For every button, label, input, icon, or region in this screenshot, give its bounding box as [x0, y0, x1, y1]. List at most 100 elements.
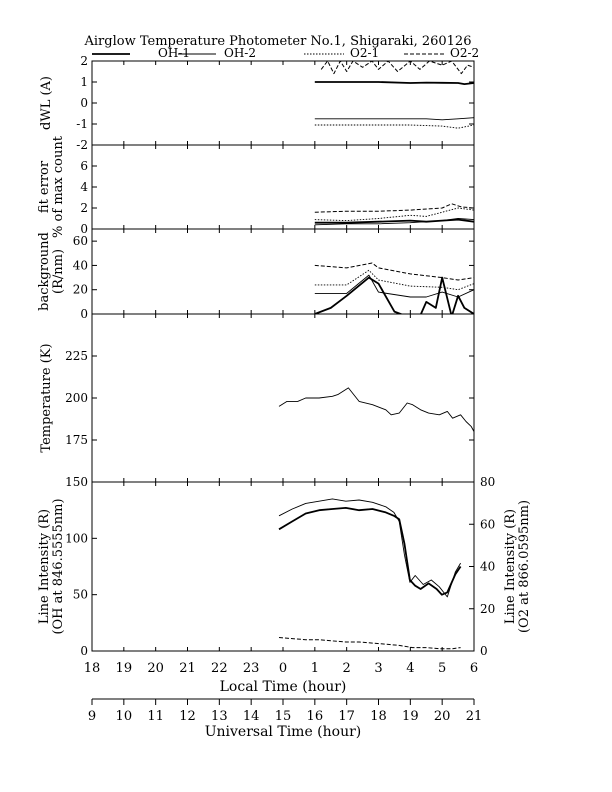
local-tick-label: 6: [470, 661, 478, 676]
ytick-label-line: 100: [65, 531, 88, 545]
series-dwl-o2-1: [314, 124, 474, 129]
panel-temp: 175 200 225 Temperature (K): [39, 313, 475, 483]
ylabel-fiterr: % of max count: [51, 135, 66, 238]
ut-tick-label: 12: [179, 709, 196, 724]
chart-panels: -2 -1 0 1 2 dWL (A) 0 2 4 6 fit error% of max coun…: [37, 54, 532, 658]
panel-fiterr: 0 2 4 6 fit error% of max count: [37, 135, 475, 238]
panel-frame-fiterr: [91, 144, 475, 230]
local-tick-label: 4: [406, 661, 414, 676]
panel-dwl: -2 -1 0 1 2 dWL (A): [39, 54, 475, 152]
series-line-oh-1: [278, 507, 462, 596]
ut-tick-label: 19: [402, 709, 419, 724]
ylabel-temp: Temperature (K): [39, 343, 54, 452]
ytick-label-dwl: 1: [80, 75, 88, 89]
ytick-label-dwl: 0: [80, 96, 88, 110]
legend: OH-1 OH-2 O2-1 O2-2: [92, 46, 479, 60]
series-group-temp: [278, 387, 474, 432]
ytick-label-line: 150: [65, 475, 88, 489]
series-line-o2-2: [278, 637, 461, 650]
ylabel-line: Line Intensity (R): [37, 509, 52, 624]
ytick-label-dwl: -2: [76, 138, 88, 152]
series-fiterr-oh-1: [314, 218, 474, 224]
series-fiterr-o2-2: [314, 203, 474, 213]
ylabel-bg: background: [37, 232, 52, 311]
ytick-right-label-line: 20: [480, 602, 495, 616]
ut-tick-label: 20: [434, 709, 451, 724]
ytick-label-temp: 175: [65, 433, 88, 447]
local-tick-label: 2: [343, 661, 351, 676]
ytick-label-bg: 60: [73, 234, 88, 248]
local-tick-label: 20: [147, 661, 164, 676]
local-tick-label: 5: [438, 661, 446, 676]
series-dwl-oh-1: [314, 81, 474, 85]
local-tick-label: 22: [211, 661, 228, 676]
ytick-label-dwl: 2: [80, 54, 88, 68]
ut-tick-label: 18: [370, 709, 387, 724]
legend-label-oh-2: OH-2: [224, 46, 256, 60]
chart-title: Airglow Temperature Photometer No.1, Shi…: [84, 34, 472, 49]
series-bg-oh-1: [314, 276, 474, 314]
ytick-label-fiterr: 6: [80, 159, 88, 173]
ut-tick-label: 9: [88, 709, 96, 724]
series-line-o2-1: [317, 482, 461, 483]
ylabel-right-line: (O2 at 866.0595nm): [517, 500, 532, 633]
ylabel-right-line: Line Intensity (R): [503, 509, 518, 624]
ytick-label-line: 0: [80, 644, 88, 658]
ylabel-dwl: dWL (A): [39, 76, 54, 130]
series-bg-o2-2: [314, 262, 474, 281]
series-group-bg: [314, 262, 474, 314]
ut-tick-label: 13: [211, 709, 228, 724]
ytick-label-fiterr: 0: [80, 222, 88, 236]
ytick-right-label-line: 80: [480, 475, 495, 489]
ytick-label-fiterr: 2: [80, 201, 88, 215]
local-tick-label: 23: [243, 661, 260, 676]
ytick-right-label-line: 40: [480, 560, 495, 574]
ylabel-line: (OH at 846.5555nm): [51, 498, 66, 634]
ytick-label-temp: 200: [65, 391, 88, 405]
ylabel-bg: (R/nm): [51, 249, 66, 294]
ytick-label-fiterr: 4: [80, 180, 88, 194]
ylabel-fiterr: fit error: [37, 160, 52, 213]
ut-tick-label: 17: [338, 709, 355, 724]
ytick-label-dwl: -1: [76, 117, 88, 131]
panel-frame-bg: [91, 228, 475, 315]
ut-tick-label: 15: [275, 709, 292, 724]
series-dwl-o2-2: [320, 61, 474, 75]
ut-tick-label: 21: [466, 709, 483, 724]
ut-time-label: Universal Time (hour): [205, 724, 362, 740]
ut-tick-label: 14: [243, 709, 260, 724]
ytick-label-line: 50: [73, 588, 88, 602]
local-tick-label: 19: [116, 661, 133, 676]
ytick-label-bg: 20: [73, 283, 88, 297]
series-group-dwl: [314, 61, 474, 129]
series-dwl-oh-2: [314, 117, 474, 121]
local-time-label: Local Time (hour): [220, 679, 347, 695]
series-line-oh-2: [278, 498, 461, 598]
legend-label-o2-1: O2-1: [350, 46, 379, 60]
ytick-label-temp: 225: [65, 349, 88, 363]
legend-label-o2-2: O2-2: [450, 46, 479, 60]
ytick-right-label-line: 0: [480, 644, 488, 658]
series-fiterr-oh-2: [314, 218, 474, 226]
local-tick-label: 18: [84, 661, 101, 676]
ut-tick-label: 11: [147, 709, 164, 724]
local-tick-label: 0: [279, 661, 287, 676]
ut-tick-label: 10: [116, 709, 133, 724]
panel-frame-temp: [91, 313, 475, 483]
local-tick-label: 3: [374, 661, 382, 676]
ytick-right-label-line: 60: [480, 517, 495, 531]
series-fiterr-o2-1: [314, 207, 474, 222]
series-group-fiterr: [314, 203, 474, 226]
panel-frame-dwl: [91, 60, 475, 146]
ytick-label-bg: 0: [80, 307, 88, 321]
ut-tick-label: 16: [307, 709, 324, 724]
legend-label-oh-1: OH-1: [158, 46, 190, 60]
series-temp-oh: [278, 387, 474, 432]
ytick-label-bg: 40: [73, 258, 88, 272]
local-tick-label: 21: [179, 661, 196, 676]
series-group-line: [278, 482, 462, 650]
local-tick-label: 1: [311, 661, 319, 676]
